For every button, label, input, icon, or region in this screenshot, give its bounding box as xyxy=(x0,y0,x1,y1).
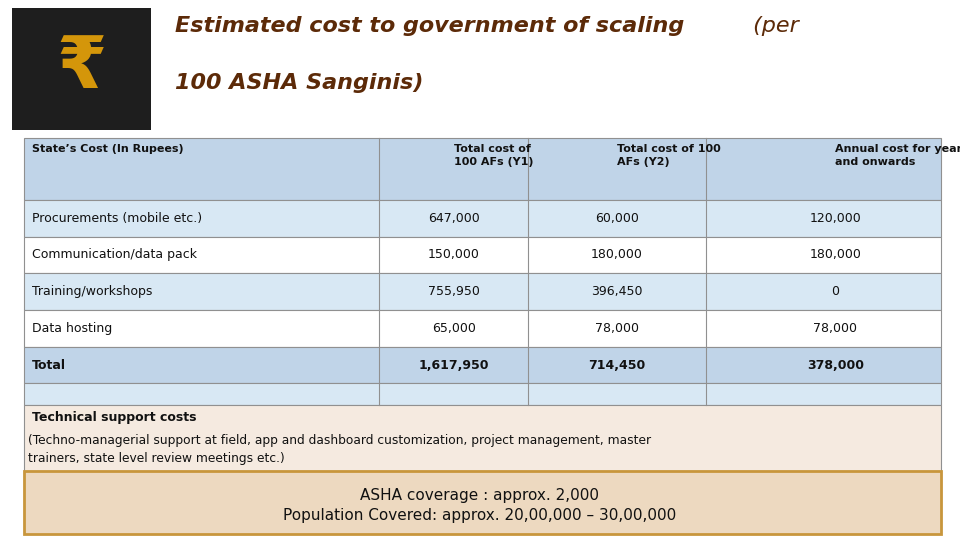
Text: Technical support costs: Technical support costs xyxy=(32,411,196,424)
Text: Total: Total xyxy=(32,359,65,372)
Bar xyxy=(24,200,941,237)
Text: 1,617,950: 1,617,950 xyxy=(419,359,489,372)
Text: 647,000: 647,000 xyxy=(428,212,479,225)
Text: 755,950: 755,950 xyxy=(427,285,480,298)
Text: 150,000: 150,000 xyxy=(427,248,480,261)
Text: 396,450: 396,450 xyxy=(591,285,642,298)
Text: Training/workshops: Training/workshops xyxy=(32,285,152,298)
Text: Estimated cost to government of scaling: Estimated cost to government of scaling xyxy=(175,16,684,36)
Text: 378,000: 378,000 xyxy=(806,359,864,372)
Text: Annual cost for year 3
and onwards: Annual cost for year 3 and onwards xyxy=(835,144,960,166)
Bar xyxy=(24,471,941,534)
Text: Total cost of
100 AFs (Y1): Total cost of 100 AFs (Y1) xyxy=(454,144,533,166)
Bar xyxy=(24,405,941,500)
Text: State’s Cost (In Rupees): State’s Cost (In Rupees) xyxy=(32,144,183,154)
Text: 714,450: 714,450 xyxy=(588,359,645,372)
Bar xyxy=(24,383,941,405)
Text: 180,000: 180,000 xyxy=(590,248,643,261)
Text: Data hosting: Data hosting xyxy=(32,322,112,335)
Text: 60,000: 60,000 xyxy=(595,212,638,225)
Text: Total cost of 100
AFs (Y2): Total cost of 100 AFs (Y2) xyxy=(617,144,721,166)
Text: Population Covered: approx. 20,00,000 – 30,00,000: Population Covered: approx. 20,00,000 – … xyxy=(283,509,677,523)
Text: 120,000: 120,000 xyxy=(809,212,861,225)
Text: ASHA coverage : approx. 2,000: ASHA coverage : approx. 2,000 xyxy=(361,489,599,503)
Text: Communication/data pack: Communication/data pack xyxy=(32,248,197,261)
Bar xyxy=(24,310,941,347)
Bar xyxy=(24,138,941,200)
Bar xyxy=(24,347,941,383)
Text: (per: (per xyxy=(746,16,799,36)
Text: 0: 0 xyxy=(831,285,839,298)
Text: ₹: ₹ xyxy=(56,35,107,103)
Bar xyxy=(24,273,941,310)
Text: 65,000: 65,000 xyxy=(432,322,475,335)
Text: 180,000: 180,000 xyxy=(809,248,861,261)
Text: 78,000: 78,000 xyxy=(595,322,638,335)
Bar xyxy=(24,237,941,273)
Text: (Techno-managerial support at field, app and dashboard customization, project ma: (Techno-managerial support at field, app… xyxy=(28,434,651,465)
Text: 100 ASHA Sanginis): 100 ASHA Sanginis) xyxy=(175,73,423,93)
Text: 78,000: 78,000 xyxy=(813,322,857,335)
Text: Procurements (mobile etc.): Procurements (mobile etc.) xyxy=(32,212,202,225)
Bar xyxy=(12,8,151,130)
